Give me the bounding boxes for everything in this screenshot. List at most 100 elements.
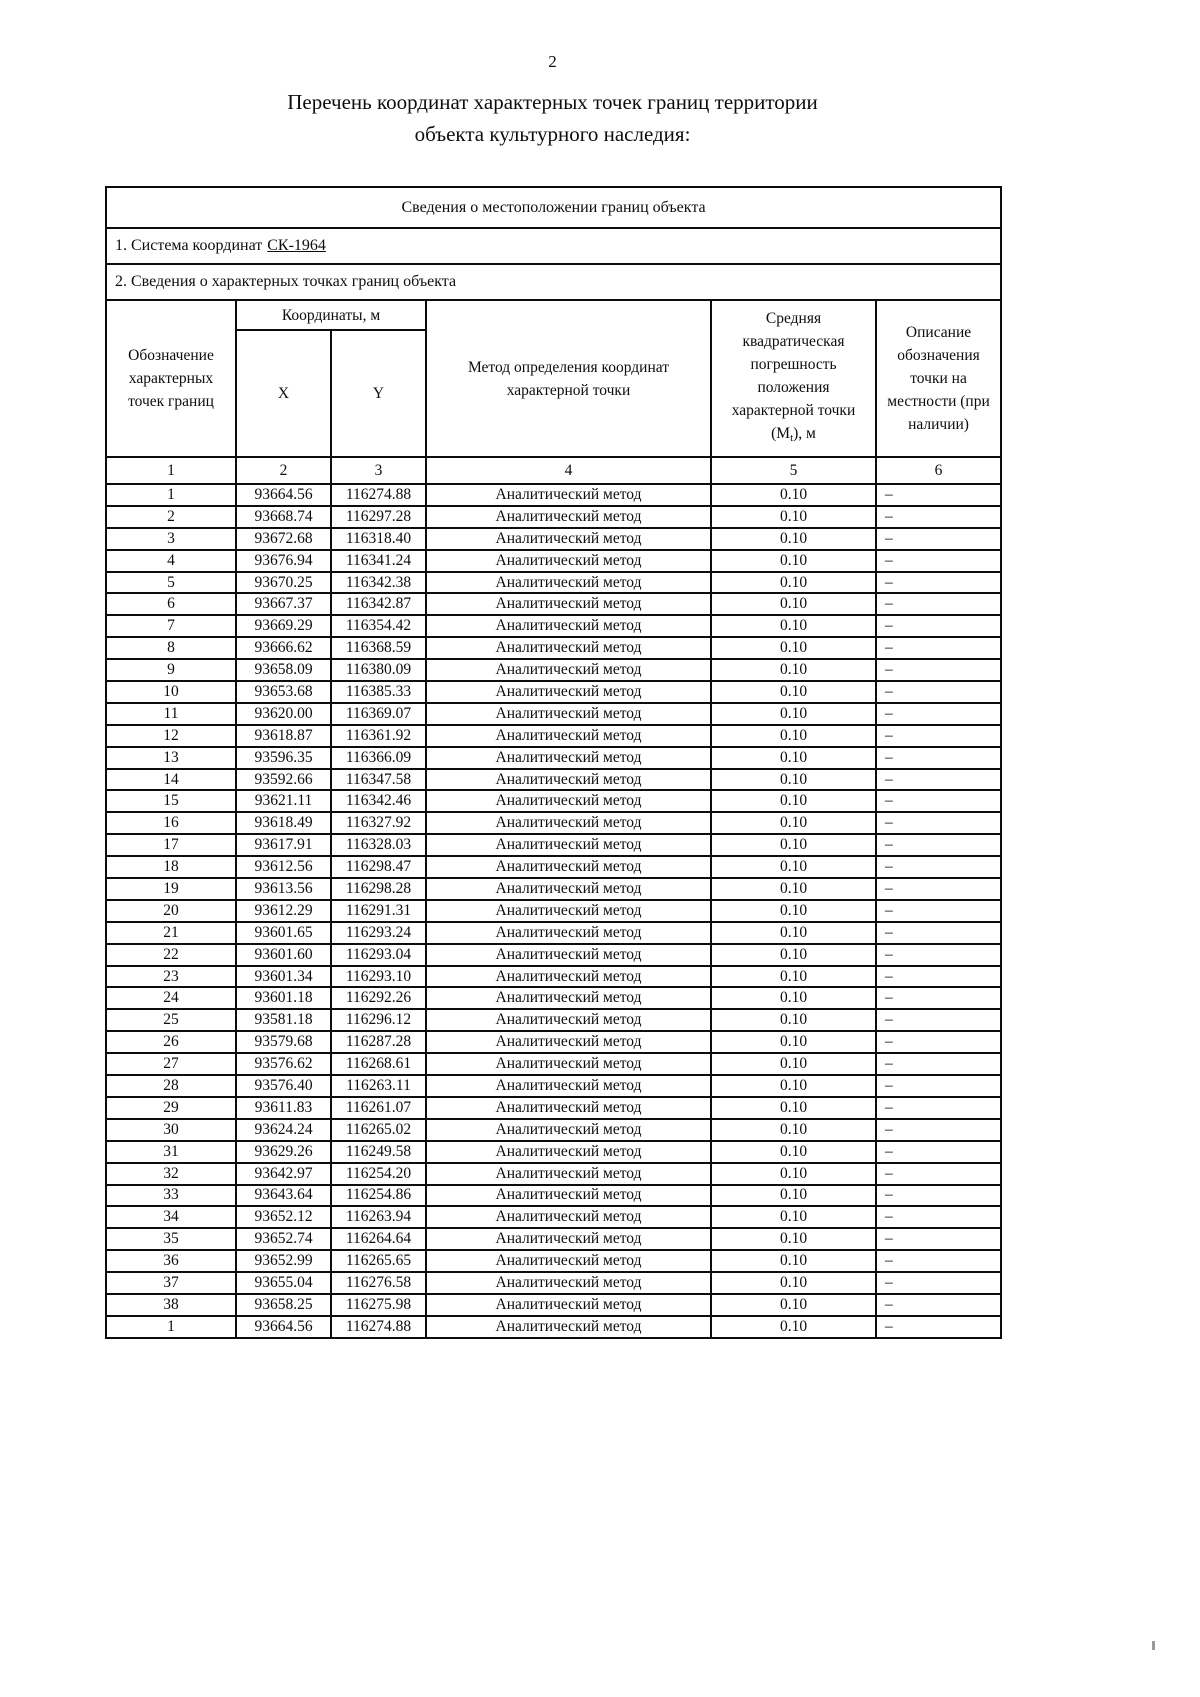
method-cell: Аналитический метод xyxy=(425,745,712,770)
point-number: 25 xyxy=(105,1008,237,1033)
point-number: 19 xyxy=(105,877,237,901)
point-number: 38 xyxy=(105,1292,237,1317)
table-row: 8 93666.62 116368.59 Аналитический метод… xyxy=(105,636,1003,661)
method-cell: Аналитический метод xyxy=(425,789,712,814)
coordinate-x: 93581.18 xyxy=(235,1008,332,1033)
method-cell: Аналитический метод xyxy=(425,680,712,704)
scan-artifact xyxy=(1152,1641,1155,1650)
table-row: 35 93652.74 116264.64 Аналитический мето… xyxy=(105,1227,1003,1252)
coordinate-x: 93672.68 xyxy=(235,526,332,551)
table-row: 27 93576.62 116268.61 Аналитический мето… xyxy=(105,1052,1003,1077)
description-cell: – xyxy=(874,1249,1003,1274)
method-cell: Аналитический метод xyxy=(425,1139,712,1164)
table-row: 1 93664.56 116274.88 Аналитический метод… xyxy=(105,483,1003,507)
error-cell: 0.10 xyxy=(710,483,877,507)
coordinate-x: 93611.83 xyxy=(235,1095,332,1120)
coordinate-x: 93643.64 xyxy=(235,1183,332,1208)
title-line-1: Перечень координат характерных точек гра… xyxy=(287,90,818,114)
method-cell: Аналитический метод xyxy=(425,483,712,507)
method-cell: Аналитический метод xyxy=(425,1052,712,1077)
coordinate-x: 93653.68 xyxy=(235,680,332,704)
error-cell: 0.10 xyxy=(710,548,877,573)
error-cell: 0.10 xyxy=(710,1314,877,1339)
coordinate-x: 93601.65 xyxy=(235,920,332,945)
method-cell: Аналитический метод xyxy=(425,658,712,683)
description-cell: – xyxy=(874,855,1003,880)
points-section-label: 2. Сведения о характерных точках границ … xyxy=(104,263,1003,301)
description-cell: – xyxy=(874,1314,1003,1339)
table-row: 1 93664.56 116274.88 Аналитический метод… xyxy=(105,1314,1003,1339)
coordinate-y: 116361.92 xyxy=(330,723,427,748)
error-cell: 0.10 xyxy=(710,745,877,770)
point-number: 29 xyxy=(105,1095,237,1120)
point-number: 11 xyxy=(105,701,237,726)
table-row: 2 93668.74 116297.28 Аналитический метод… xyxy=(105,504,1003,529)
table-row: 17 93617.91 116328.03 Аналитический мето… xyxy=(105,833,1003,858)
method-cell: Аналитический метод xyxy=(425,855,712,880)
header-error: Средняя квадратическая погрешность полож… xyxy=(710,299,877,458)
coordinate-y: 116293.10 xyxy=(330,964,427,989)
method-cell: Аналитический метод xyxy=(425,570,712,595)
table-row: 12 93618.87 116361.92 Аналитический мето… xyxy=(105,723,1003,748)
coordinate-y: 116292.26 xyxy=(330,986,427,1011)
point-number: 10 xyxy=(105,680,237,704)
coordinate-y: 116342.46 xyxy=(330,789,427,814)
table-row: 10 93653.68 116385.33 Аналитический мето… xyxy=(105,680,1003,704)
method-cell: Аналитический метод xyxy=(425,898,712,923)
description-cell: – xyxy=(874,1074,1003,1098)
coordinate-x: 93601.34 xyxy=(235,964,332,989)
error-cell: 0.10 xyxy=(710,811,877,836)
method-cell: Аналитический метод xyxy=(425,986,712,1011)
coordinate-y: 116291.31 xyxy=(330,898,427,923)
coordinate-system-value: СК-1964 xyxy=(267,237,326,254)
error-cell: 0.10 xyxy=(710,942,877,967)
method-cell: Аналитический метод xyxy=(425,723,712,748)
description-cell: – xyxy=(874,1271,1003,1295)
point-number: 3 xyxy=(105,526,237,551)
point-number: 12 xyxy=(105,723,237,748)
method-cell: Аналитический метод xyxy=(425,526,712,551)
coordinate-x: 93666.62 xyxy=(235,636,332,661)
coordinate-x: 93642.97 xyxy=(235,1161,332,1186)
coordinate-system-row: 1. Система координат СК-1964 xyxy=(104,227,1003,265)
table-row: 18 93612.56 116298.47 Аналитический мето… xyxy=(105,855,1003,880)
page-number: 2 xyxy=(548,52,557,71)
error-cell: 0.10 xyxy=(710,1249,877,1274)
method-cell: Аналитический метод xyxy=(425,1314,712,1339)
header-x: X xyxy=(235,329,332,458)
point-number: 23 xyxy=(105,964,237,989)
point-number: 22 xyxy=(105,942,237,967)
point-number: 7 xyxy=(105,614,237,639)
coordinate-y: 116368.59 xyxy=(330,636,427,661)
coordinate-y: 116341.24 xyxy=(330,548,427,573)
description-cell: – xyxy=(874,526,1003,551)
table-row: 3 93672.68 116318.40 Аналитический метод… xyxy=(105,526,1003,551)
method-cell: Аналитический метод xyxy=(425,1008,712,1033)
method-cell: Аналитический метод xyxy=(425,1227,712,1252)
point-number: 18 xyxy=(105,855,237,880)
table-row: 19 93613.56 116298.28 Аналитический мето… xyxy=(105,877,1003,901)
description-cell: – xyxy=(874,1161,1003,1186)
coordinate-x: 93621.11 xyxy=(235,789,332,814)
error-cell: 0.10 xyxy=(710,964,877,989)
coordinate-y: 116354.42 xyxy=(330,614,427,639)
error-cell: 0.10 xyxy=(710,1074,877,1098)
description-cell: – xyxy=(874,592,1003,617)
description-cell: – xyxy=(874,548,1003,573)
point-number: 36 xyxy=(105,1249,237,1274)
column-number-1: 1 xyxy=(105,456,237,485)
coordinate-x: 93652.12 xyxy=(235,1205,332,1230)
table-row: 23 93601.34 116293.10 Аналитический мето… xyxy=(105,964,1003,989)
method-cell: Аналитический метод xyxy=(425,877,712,901)
error-cell: 0.10 xyxy=(710,504,877,529)
error-cell: 0.10 xyxy=(710,592,877,617)
table-row: 22 93601.60 116293.04 Аналитический мето… xyxy=(105,942,1003,967)
table-row: 33 93643.64 116254.86 Аналитический мето… xyxy=(105,1183,1003,1208)
document-title: Перечень координат характерных точек гра… xyxy=(105,86,1000,150)
description-cell: – xyxy=(874,1139,1003,1164)
point-number: 37 xyxy=(105,1271,237,1295)
coordinate-y: 116296.12 xyxy=(330,1008,427,1033)
column-number-3: 3 xyxy=(330,456,427,485)
coordinate-y: 116274.88 xyxy=(330,1314,427,1339)
coordinate-y: 116265.02 xyxy=(330,1117,427,1142)
